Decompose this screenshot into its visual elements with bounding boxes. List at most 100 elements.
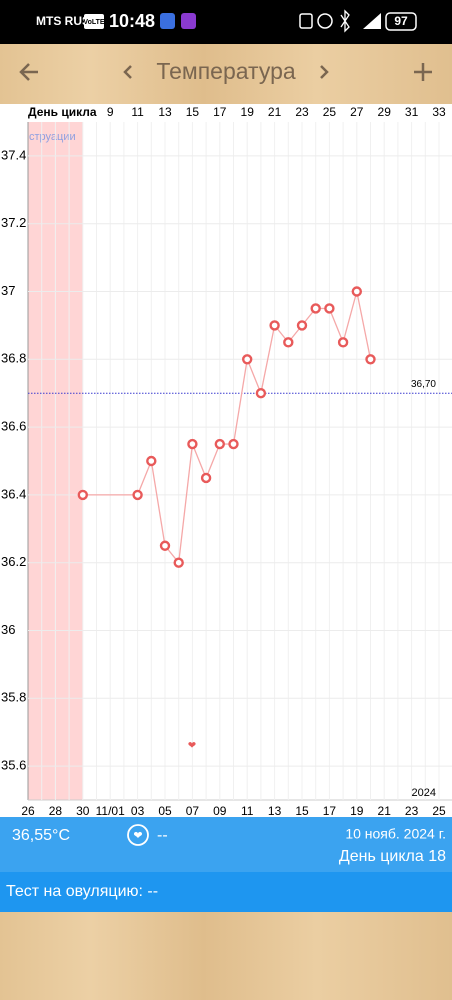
x-tick-label: 11/01	[96, 804, 125, 818]
period-label: струации	[29, 131, 76, 143]
x-tick-label: 28	[49, 804, 63, 818]
y-tick-label: 35.6	[1, 758, 26, 773]
signal-icon	[363, 13, 381, 29]
cycle-day-tick: 21	[268, 105, 282, 119]
point	[324, 303, 335, 314]
ovulation-value: --	[157, 827, 168, 844]
x-tick-label: 17	[323, 804, 337, 818]
footer	[0, 912, 452, 1000]
ovulation-heart: ❤	[188, 741, 196, 752]
cycle-day-tick: 33	[432, 105, 446, 119]
line-segment	[342, 291, 358, 343]
point	[132, 489, 143, 501]
y-tick-label: 36.2	[1, 554, 26, 569]
x-tick-label: 21	[378, 804, 392, 818]
cycle-day-tick: 29	[378, 105, 392, 119]
battery	[385, 12, 417, 31]
back-button[interactable]	[19, 63, 38, 81]
point	[146, 455, 157, 467]
battery-level: 97	[394, 14, 408, 28]
year-label: 2024	[412, 787, 436, 799]
cycle-day-tick: 17	[213, 105, 227, 119]
point	[337, 337, 349, 348]
x-tick-label: 23	[405, 804, 419, 818]
cycle-day-tick: 11	[131, 105, 144, 119]
line-segment	[356, 291, 372, 360]
header-title: Температура	[156, 58, 296, 84]
line-segment	[246, 359, 262, 394]
heart-icon: ❤	[133, 830, 142, 842]
volte: VoLTE	[83, 19, 104, 26]
x-tick-label: 25	[432, 804, 446, 818]
y-tick-label: 37.4	[1, 147, 26, 162]
x-tick-label: 11	[241, 804, 254, 818]
y-tick-label: 36.6	[1, 419, 26, 434]
add-button[interactable]	[414, 63, 432, 81]
line-segment	[191, 443, 207, 479]
test-bar[interactable]	[0, 872, 452, 912]
point	[255, 388, 267, 399]
cycle-day-tick: 19	[241, 105, 255, 119]
point	[200, 472, 212, 484]
next-button[interactable]	[320, 65, 329, 79]
cycle-day-tick: 25	[323, 105, 337, 119]
heart-button[interactable]	[127, 824, 149, 846]
cycle-day-title: День цикла	[28, 105, 97, 119]
temperature: 36,55°C	[12, 827, 70, 844]
x-tick-label: 09	[213, 804, 227, 818]
point	[214, 438, 226, 450]
point	[365, 354, 376, 365]
cycle-day-tick: 13	[158, 105, 172, 119]
x-tick-label: 15	[295, 804, 309, 818]
cycle-day-tick: 15	[186, 105, 200, 119]
y-tick-label: 36.4	[1, 486, 26, 501]
point	[351, 286, 362, 297]
point	[77, 489, 89, 501]
alarm-icon	[317, 13, 333, 29]
point	[173, 557, 184, 568]
line-segment	[260, 325, 276, 394]
point	[296, 320, 308, 331]
cycle-day-tick: 27	[350, 105, 364, 119]
line-segment	[150, 460, 166, 546]
bluetooth-icon	[340, 9, 350, 33]
point	[269, 320, 280, 331]
x-tick-label: 03	[131, 804, 145, 818]
test-label: Тест на овуляцию: --	[6, 883, 158, 900]
line-segment	[136, 460, 152, 496]
point	[310, 303, 321, 314]
app-icon	[160, 13, 175, 29]
carrier: MTS RUS	[36, 14, 90, 28]
date: 10 нояб. 2024 г.	[345, 826, 446, 842]
cycle-day: День цикла 18	[339, 848, 446, 865]
y-tick-label: 36	[1, 622, 15, 637]
info-bar	[0, 817, 452, 872]
volte-badge	[84, 14, 104, 29]
point	[241, 354, 253, 365]
app-icon	[181, 13, 196, 29]
cycle-day-tick: 23	[295, 105, 309, 119]
line-segment	[232, 359, 248, 445]
coverline-label: 36,70	[411, 379, 436, 390]
y-tick-label: 35.8	[1, 690, 26, 705]
point	[159, 540, 171, 551]
y-tick-label: 36.8	[1, 351, 26, 366]
y-tick-label: 37.2	[1, 215, 26, 230]
cycle-day-tick: 31	[405, 105, 419, 119]
header	[0, 44, 452, 104]
line-segment	[178, 443, 194, 563]
point	[187, 438, 198, 450]
x-tick-label: 19	[350, 804, 364, 818]
x-tick-label: 13	[268, 804, 282, 818]
point	[283, 337, 294, 348]
x-tick-label: 30	[76, 804, 90, 818]
y-tick-label: 37	[1, 283, 15, 298]
x-tick-label: 26	[21, 804, 35, 818]
cycle-day-tick: 9	[107, 105, 114, 119]
point	[228, 438, 239, 450]
line-segment	[205, 443, 221, 479]
prev-button[interactable]	[123, 65, 132, 79]
x-tick-label: 05	[158, 804, 172, 818]
clock: 10:48	[109, 11, 155, 31]
